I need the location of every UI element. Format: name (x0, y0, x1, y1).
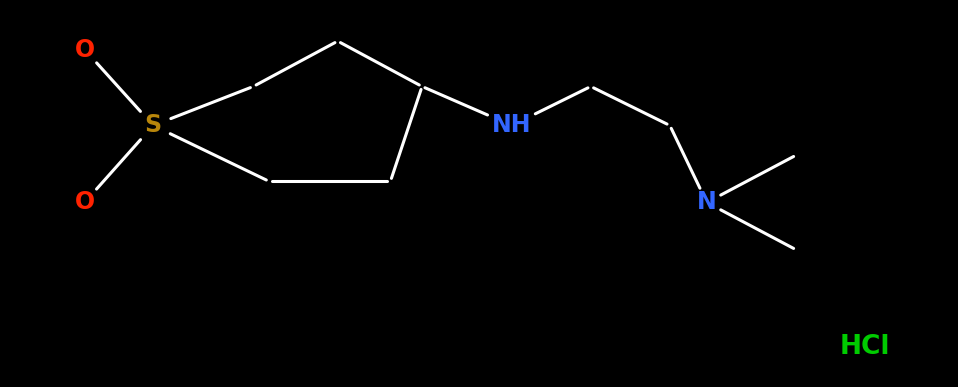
Text: O: O (75, 190, 95, 214)
Text: N: N (696, 190, 717, 214)
Text: NH: NH (492, 113, 532, 137)
Text: O: O (75, 38, 95, 62)
Text: HCl: HCl (840, 334, 890, 360)
Text: S: S (145, 113, 162, 137)
